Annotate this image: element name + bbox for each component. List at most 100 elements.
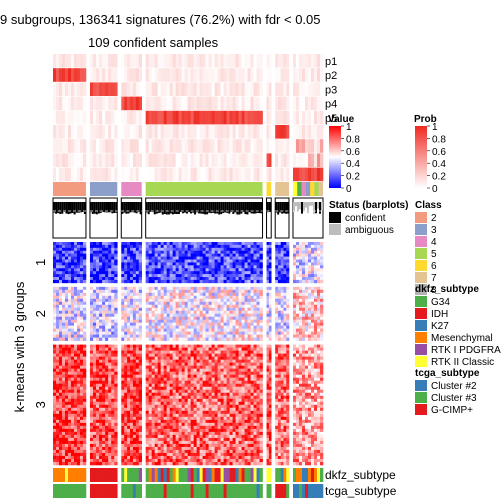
heatmap-cell <box>256 325 260 329</box>
heatmap-cell <box>82 443 87 448</box>
heatmap-cell <box>82 383 87 388</box>
heatmap-cell <box>138 277 142 281</box>
heatmap-cell <box>53 362 57 366</box>
heatmap-cell <box>99 425 103 430</box>
heatmap-cell <box>64 310 69 315</box>
class-8-sample <box>305 182 311 196</box>
prob-cell <box>235 167 239 182</box>
prob-cell <box>253 82 257 96</box>
prob-cell <box>178 125 182 139</box>
heatmap-cell <box>214 259 218 263</box>
prob-cell <box>268 125 272 139</box>
heatmap-cell <box>283 331 287 335</box>
heatmap-cell <box>313 274 318 278</box>
heatmap-cell <box>148 289 152 294</box>
heatmap-cell <box>226 279 230 284</box>
heatmap-cell <box>151 307 155 312</box>
heatmap-cell <box>232 279 236 284</box>
prob-cell <box>232 54 236 68</box>
heatmap-cell <box>105 398 109 403</box>
heatmap-cell <box>99 392 103 397</box>
prob-cell <box>184 68 188 82</box>
prob-cell <box>292 167 297 182</box>
heatmap-cell <box>138 304 142 309</box>
prob-cell <box>193 139 197 153</box>
prob-cell <box>316 139 321 153</box>
heatmap-cell <box>130 310 134 315</box>
prob-cell <box>96 139 100 153</box>
prob-cell <box>304 110 309 125</box>
barplot-bar <box>298 202 301 210</box>
heatmap-cell <box>92 295 97 300</box>
prob-cell <box>108 153 112 167</box>
heatmap-cell <box>286 313 290 318</box>
prob-cell <box>187 96 191 111</box>
heatmap-cell <box>148 313 152 318</box>
heatmap-cell <box>193 268 197 272</box>
heatmap-cell <box>229 313 233 318</box>
prob-cell <box>148 153 152 167</box>
heatmap-cell <box>127 344 131 348</box>
heatmap-cell <box>175 277 179 281</box>
prob-cell <box>259 68 263 82</box>
prob-cell <box>313 110 318 125</box>
heatmap-cell <box>64 368 69 372</box>
heatmap-cell <box>184 337 188 341</box>
heatmap-cell <box>130 256 134 260</box>
heatmap-cell <box>202 362 206 366</box>
heatmap-cell <box>238 313 242 318</box>
heatmap-cell <box>108 292 112 297</box>
heatmap-cell <box>108 334 112 338</box>
heatmap-cell <box>82 437 87 442</box>
heatmap-cell <box>132 410 137 415</box>
heatmap-cell <box>229 242 233 246</box>
prob-cell <box>102 68 106 82</box>
heatmap-cell <box>220 262 224 266</box>
prob-cell <box>301 167 306 182</box>
prob-cell <box>307 139 312 153</box>
heatmap-cell <box>202 292 206 297</box>
heatmap-cell <box>199 250 203 254</box>
heatmap-cell <box>61 425 66 430</box>
heatmap-cell <box>82 458 87 463</box>
heatmap-cell <box>193 301 197 306</box>
heatmap-cell <box>157 286 161 291</box>
prob-cell <box>172 139 176 153</box>
heatmap-cell <box>108 289 112 294</box>
heatmap-cell <box>58 350 63 354</box>
heatmap-cell <box>121 337 125 341</box>
heatmap-cell <box>99 250 103 254</box>
prob-cell <box>82 96 87 111</box>
heatmap-cell <box>256 334 260 338</box>
prob-cell <box>283 68 287 82</box>
heatmap-cell <box>76 271 81 275</box>
heatmap-cell <box>214 274 218 278</box>
heatmap-cell <box>310 295 315 300</box>
heatmap-cell <box>64 362 69 366</box>
heatmap-cell <box>127 377 131 382</box>
barplot-bar <box>181 202 184 214</box>
heatmap-cell <box>108 277 112 281</box>
heatmap-cell <box>244 242 248 246</box>
prob-cell <box>193 54 197 68</box>
heatmap-cell <box>172 350 176 354</box>
heatmap-cell <box>160 295 164 300</box>
heatmap-cell <box>102 416 106 421</box>
heatmap-cell <box>61 334 66 338</box>
heatmap-cell <box>148 242 152 246</box>
heatmap-cell <box>190 325 194 329</box>
heatmap-cell <box>220 331 224 335</box>
heatmap-cell <box>64 265 69 269</box>
prob-cell <box>316 82 321 96</box>
heatmap-cell <box>58 271 63 275</box>
heatmap-cell <box>73 419 78 424</box>
prob-cell <box>96 125 100 139</box>
barplot-bar <box>216 202 219 214</box>
barplot-bar <box>214 202 217 214</box>
heatmap-cell <box>238 316 242 320</box>
heatmap-cell <box>283 337 287 341</box>
heatmap-cell <box>235 253 239 257</box>
heatmap-cell <box>196 304 200 309</box>
heatmap-cell <box>82 449 87 454</box>
heatmap-cell <box>53 304 57 309</box>
